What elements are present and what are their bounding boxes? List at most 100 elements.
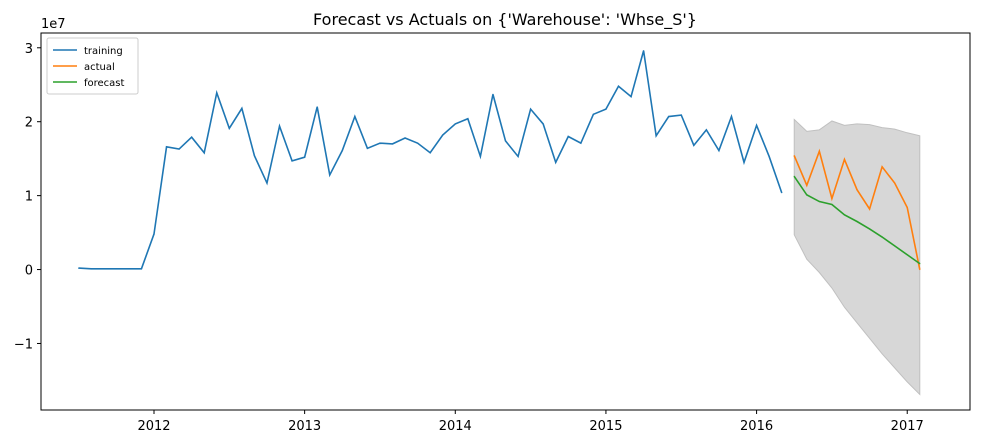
training-point — [442, 134, 444, 136]
forecast-point — [894, 245, 896, 247]
training-point — [479, 155, 481, 158]
actual-point — [793, 155, 795, 157]
forecast-point — [919, 263, 921, 265]
plot-frame — [40, 32, 971, 411]
training-point — [530, 108, 532, 110]
training-point — [228, 127, 230, 129]
legend-label-actual: actual — [84, 62, 115, 73]
actual-point — [906, 206, 908, 209]
training-point — [304, 156, 306, 158]
training-point — [567, 135, 569, 138]
training-line — [78, 50, 783, 270]
forecast-point — [806, 194, 808, 196]
legend-label-forecast: forecast — [84, 78, 125, 89]
y-tick-label: 2 — [25, 116, 33, 131]
series-layer — [78, 50, 921, 271]
training-point — [743, 161, 745, 163]
training-point — [467, 118, 469, 120]
training-point — [78, 267, 80, 269]
confidence-band-layer — [793, 118, 921, 396]
forecast-point — [793, 175, 795, 178]
training-point — [379, 142, 381, 144]
training-point — [492, 93, 494, 95]
series-training — [78, 50, 783, 270]
training-point — [605, 108, 607, 110]
forecast-point — [818, 200, 820, 203]
x-tick-label: 2017 — [891, 419, 924, 434]
training-point — [630, 95, 632, 98]
training-point — [115, 268, 117, 270]
training-point — [153, 233, 155, 235]
forecast-point — [868, 228, 871, 230]
actual-point — [818, 150, 820, 152]
y-offset-label: 1e7 — [41, 17, 66, 32]
training-point — [693, 144, 695, 146]
training-point — [253, 155, 256, 157]
training-point — [191, 136, 193, 138]
legend-label-training: training — [84, 46, 123, 57]
y-tick-label: 0 — [25, 264, 33, 279]
training-point — [429, 152, 431, 154]
training-point — [781, 192, 783, 194]
training-point — [354, 115, 356, 118]
forecast-point — [843, 214, 846, 216]
x-tick-label: 2013 — [288, 419, 321, 434]
training-point — [341, 149, 343, 152]
actual-point — [856, 189, 858, 191]
training-point — [278, 125, 281, 127]
forecast-point — [881, 236, 883, 238]
forecast-point — [831, 203, 833, 206]
training-point — [668, 115, 670, 118]
forecast-point — [906, 254, 908, 256]
x-tick-label: 2014 — [439, 419, 472, 434]
training-point — [718, 149, 720, 152]
legend-box — [46, 37, 139, 95]
training-point — [103, 268, 105, 270]
training-point — [241, 107, 243, 109]
training-point — [542, 123, 544, 125]
training-point — [266, 182, 268, 184]
actual-point — [919, 268, 921, 271]
actual-point — [843, 158, 846, 161]
y-tick-label: −1 — [14, 337, 33, 352]
training-point — [140, 268, 143, 270]
training-point — [592, 113, 594, 115]
training-point — [329, 174, 331, 176]
forecast-point — [856, 220, 858, 223]
x-axis: 2012 2013 2014 2015 2016 2017 — [137, 410, 924, 434]
training-point — [655, 135, 657, 137]
training-point — [391, 143, 394, 145]
training-point — [617, 85, 620, 87]
confidence-band — [793, 118, 921, 396]
training-point — [517, 155, 519, 158]
training-point — [203, 152, 205, 154]
training-point — [768, 155, 770, 158]
training-point — [366, 147, 369, 149]
actual-point — [894, 182, 896, 184]
training-point — [504, 140, 507, 142]
training-point — [165, 146, 168, 148]
actual-point — [806, 184, 808, 186]
y-tick-label: 3 — [25, 42, 33, 57]
training-point — [705, 129, 707, 131]
x-tick-label: 2016 — [740, 419, 773, 434]
y-axis: −1 0 1 2 3 — [14, 42, 41, 352]
actual-point — [881, 166, 883, 168]
training-point — [128, 268, 130, 270]
training-point — [291, 160, 293, 162]
training-point — [417, 142, 419, 144]
training-point — [316, 106, 318, 108]
x-tick-label: 2015 — [589, 419, 622, 434]
training-point — [90, 268, 92, 270]
training-point — [730, 115, 733, 118]
training-point — [555, 161, 557, 163]
training-point — [680, 114, 682, 116]
training-point — [580, 142, 582, 144]
legend: training actual forecast — [46, 37, 139, 95]
training-point — [404, 137, 406, 139]
training-point — [178, 148, 180, 150]
training-point — [642, 50, 645, 52]
actual-point — [868, 208, 871, 210]
training-point — [755, 124, 758, 127]
